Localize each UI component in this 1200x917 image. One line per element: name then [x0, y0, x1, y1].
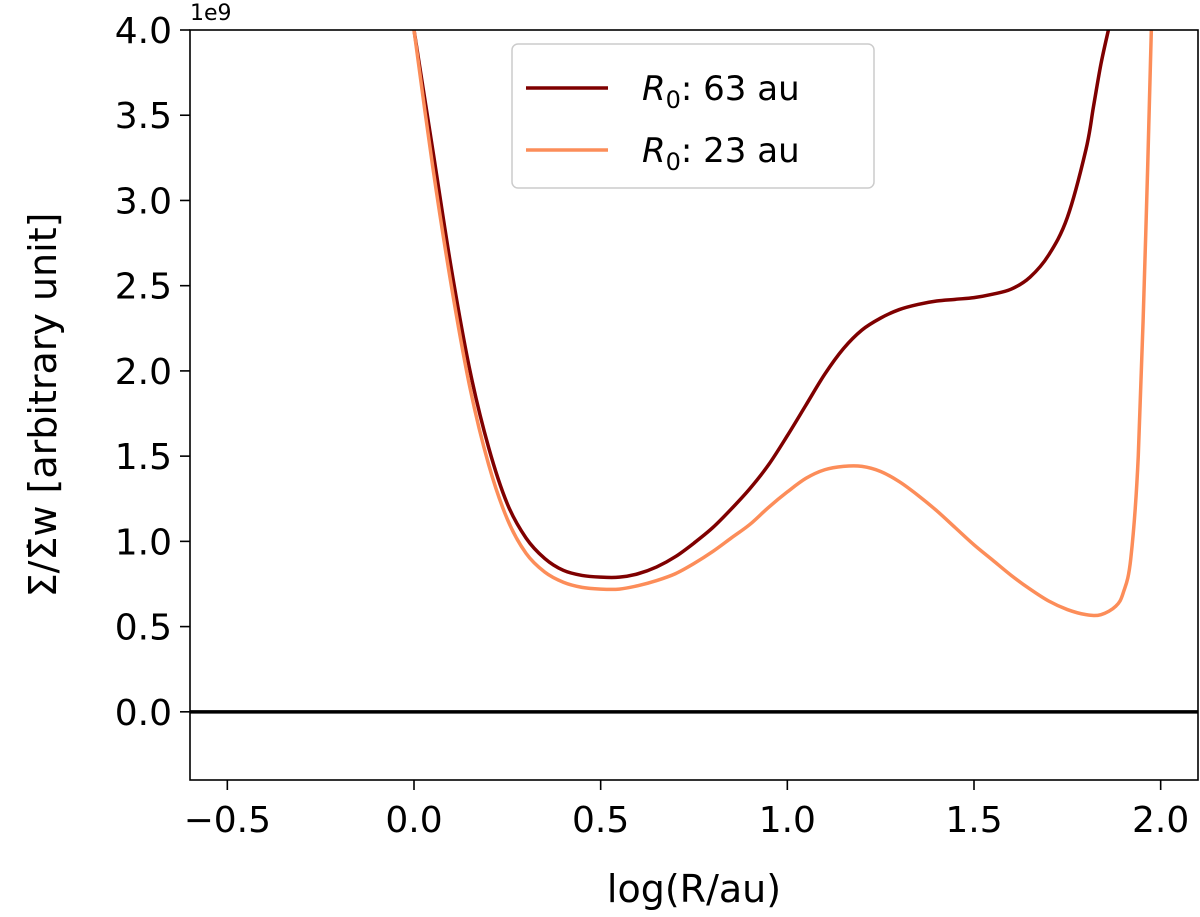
- y-tick-label: 0.5: [115, 608, 172, 649]
- x-axis: −0.5 0.0 0.5 1.0 1.5 2.0: [184, 780, 1189, 841]
- plot-lines: [190, 30, 1198, 714]
- y-tick-label: 1.0: [115, 522, 172, 563]
- axes-frame: [189, 29, 1199, 781]
- legend-box: [511, 43, 875, 189]
- y-tick-label: 3.5: [115, 96, 172, 137]
- legend-entry-2: R0: 23 au: [526, 131, 800, 176]
- y-tick-label: 4.0: [115, 11, 172, 52]
- y-tick-label: 0.0: [115, 693, 172, 734]
- y-offset-label: 1e9: [190, 1, 232, 26]
- y-tick-label: 2.5: [115, 267, 172, 308]
- x-axis-label: log(R/au): [607, 867, 781, 911]
- x-tick-label: 1.5: [945, 800, 1002, 841]
- y-tick-label: 3.0: [115, 181, 172, 222]
- x-tick-label: −0.5: [184, 800, 271, 841]
- legend-entry-1: R0: 63 au: [526, 69, 800, 114]
- x-tick-label: 0.5: [572, 800, 629, 841]
- legend-label: R0: 63 au: [642, 69, 800, 114]
- series-line-2: [412, 30, 1154, 618]
- x-tick-label: 2.0: [1132, 800, 1189, 841]
- x-tick-label: 0.0: [385, 800, 442, 841]
- legend: R0: 63 au R0: 23 au: [511, 43, 875, 189]
- plot-area: [190, 30, 1198, 714]
- y-tick-label: 2.0: [115, 352, 172, 393]
- y-axis: 0.0 0.5 1.0 1.5 2.0 2.5 3.0 3.5 4.0: [115, 11, 190, 734]
- x-tick-label: 1.0: [759, 800, 816, 841]
- y-tick-label: 1.5: [115, 437, 172, 478]
- legend-label: R0: 23 au: [642, 131, 800, 176]
- series-line-1: [412, 30, 1111, 580]
- y-axis-label: Σ/Σ̇w [arbitrary unit]: [21, 213, 65, 598]
